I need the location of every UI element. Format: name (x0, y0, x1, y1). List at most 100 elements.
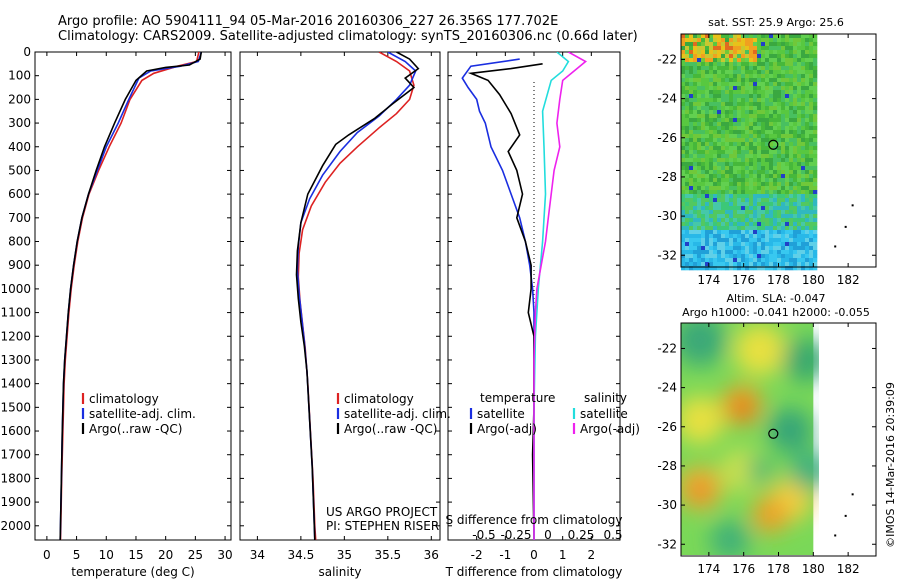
sst-pixel (797, 150, 802, 155)
sst-pixel (693, 134, 698, 139)
sst-pixel (753, 154, 758, 159)
sst-pixel (805, 166, 810, 171)
sst-pixel (693, 106, 698, 111)
sst-pixel (737, 58, 742, 63)
sst-pixel (809, 98, 814, 103)
sst-pixel (729, 226, 734, 231)
sst-pixel (797, 98, 802, 103)
sst-pixel (773, 178, 778, 183)
sst-pixel (737, 166, 742, 171)
panel-sal-xtick-label: 34 (250, 548, 265, 562)
sst-pixel (741, 222, 746, 227)
sst-pixel (681, 62, 686, 67)
sst-pixel (749, 158, 754, 163)
sst-pixel (697, 86, 702, 91)
sst-pixel (713, 206, 718, 211)
sst-pixel (729, 174, 734, 179)
sst-pixel (721, 166, 726, 171)
sst-pixel (781, 226, 786, 231)
sst-pixel (777, 134, 782, 139)
sst-pixel (725, 206, 730, 211)
sst-pixel (785, 246, 790, 251)
sst-pixel (741, 174, 746, 179)
panel-sal-xtick-label: 35 (337, 548, 352, 562)
sst-pixel (733, 94, 738, 99)
sst-pixel (701, 34, 706, 39)
sst-pixel (777, 142, 782, 147)
sst-pixel (709, 162, 714, 167)
sst-pixel (753, 142, 758, 147)
sst-pixel (713, 190, 718, 195)
sst-pixel (761, 162, 766, 167)
sst-pixel (757, 138, 762, 143)
sst-pixel (745, 130, 750, 135)
sst-pixel (761, 130, 766, 135)
map-sla-xtick-label: 182 (837, 562, 860, 576)
sst-pixel (733, 34, 738, 39)
sst-pixel (713, 202, 718, 207)
sst-pixel (709, 250, 714, 255)
sst-pixel (757, 70, 762, 75)
sst-pixel (717, 78, 722, 83)
sst-pixel (801, 194, 806, 199)
sst-pixel (697, 222, 702, 227)
map-sla-island-1 (844, 514, 847, 517)
sst-pixel (793, 106, 798, 111)
sst-pixel (697, 114, 702, 119)
sst-pixel (769, 234, 774, 239)
sst-pixel (781, 266, 786, 271)
sst-pixel (745, 122, 750, 127)
sst-pixel (717, 210, 722, 215)
sst-pixel (797, 46, 802, 51)
sst-pixel (749, 34, 754, 39)
sst-pixel (737, 246, 742, 251)
sst-pixel (761, 46, 766, 51)
sst-pixel (681, 154, 686, 159)
sst-pixel (689, 174, 694, 179)
depth-tick-label: 400 (8, 140, 31, 154)
sst-pixel (713, 210, 718, 215)
sst-pixel (745, 78, 750, 83)
sst-pixel (705, 190, 710, 195)
sst-pixel (697, 226, 702, 231)
sst-pixel (717, 226, 722, 231)
panel-sal-xtick-label: 36 (424, 548, 439, 562)
sst-pixel (761, 178, 766, 183)
sst-pixel (741, 38, 746, 43)
sst-pixel (805, 186, 810, 191)
sst-pixel (785, 90, 790, 95)
sst-pixel (761, 54, 766, 59)
sst-pixel (721, 102, 726, 107)
sst-pixel (693, 150, 698, 155)
sst-pixel (705, 54, 710, 59)
sst-pixel (785, 118, 790, 123)
sst-pixel (721, 58, 726, 63)
sst-pixel (745, 62, 750, 67)
sst-pixel (805, 238, 810, 243)
sst-pixel (701, 74, 706, 79)
sst-pixel (789, 266, 794, 271)
sst-pixel (721, 226, 726, 231)
sst-pixel (801, 38, 806, 43)
sst-pixel (761, 98, 766, 103)
sst-pixel (809, 166, 814, 171)
sst-pixel (745, 154, 750, 159)
sst-pixel (745, 254, 750, 259)
sst-pixel (809, 118, 814, 123)
sst-pixel (733, 90, 738, 95)
legend-sal-label-2: Argo(..raw -QC) (344, 422, 437, 436)
sst-pixel (781, 246, 786, 251)
sst-pixel (725, 130, 730, 135)
map-sla-island-2 (834, 534, 837, 537)
sst-pixel (809, 266, 814, 271)
sst-pixel (769, 38, 774, 43)
sst-pixel (705, 118, 710, 123)
sst-pixel (741, 162, 746, 167)
sst-pixel (805, 222, 810, 227)
sst-pixel (749, 142, 754, 147)
sst-pixel (685, 126, 690, 131)
sst-pixel (805, 118, 810, 123)
sst-pixel (773, 90, 778, 95)
sst-pixel (713, 266, 718, 271)
sst-pixel (709, 230, 714, 235)
